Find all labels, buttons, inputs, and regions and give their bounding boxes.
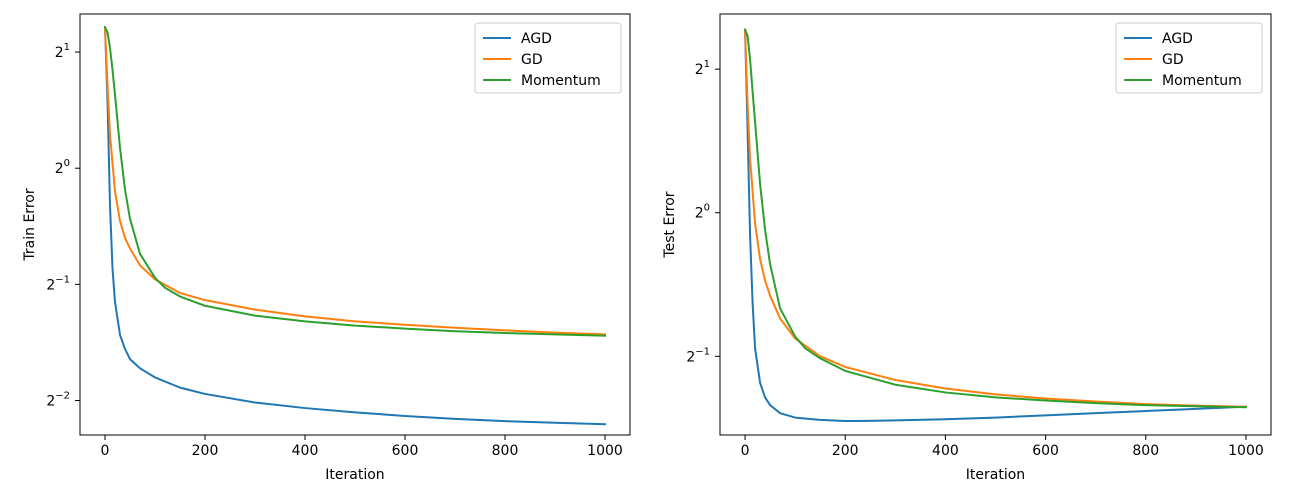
plot-frame <box>79 13 631 436</box>
y-tick-exponent: −1 <box>695 346 710 357</box>
legend-label: Momentum <box>521 73 601 89</box>
y-tick-label: 2−1 <box>686 346 710 365</box>
x-tick-label: 400 <box>292 443 319 459</box>
x-tick-label: 800 <box>492 443 519 459</box>
series-line-agd <box>103 26 607 426</box>
y-tick-label: 2−1 <box>46 274 70 293</box>
y-tick-label: 21 <box>695 59 710 78</box>
x-tick-label: 200 <box>192 443 219 459</box>
legend-box <box>474 22 622 94</box>
series-line-momentum <box>743 28 1247 409</box>
y-tick-label: 2−2 <box>46 391 70 410</box>
x-axis-label: Iteration <box>966 467 1025 483</box>
legend-label: AGD <box>1162 31 1193 47</box>
x-tick-label: 600 <box>1032 443 1059 459</box>
x-tick-label: 400 <box>932 443 959 459</box>
y-tick-base: 2 <box>46 394 55 410</box>
series-line-agd <box>744 28 1247 422</box>
y-axis-label: Train Error <box>22 188 38 261</box>
legend-label: Momentum <box>1162 73 1242 89</box>
y-tick-base: 2 <box>686 349 695 365</box>
y-tick-base: 2 <box>695 62 704 78</box>
x-tick-label: 0 <box>741 443 750 459</box>
y-tick-exponent: −1 <box>55 274 70 285</box>
y-tick-label: 20 <box>55 158 70 177</box>
series-line-momentum <box>103 25 607 337</box>
series-line-gd <box>103 26 607 336</box>
y-tick-exponent: 1 <box>64 42 70 53</box>
x-tick-label: 0 <box>101 443 110 459</box>
train-error-chart: 0 200 400 600 800 100021202−12−2IterationTrai… <box>22 13 631 483</box>
y-tick-label: 20 <box>695 203 710 222</box>
x-tick-label: 1000 <box>1228 443 1264 459</box>
x-tick-label: 800 <box>1132 443 1159 459</box>
y-tick-exponent: 1 <box>704 59 710 70</box>
x-tick-label: 600 <box>392 443 419 459</box>
legend-label: GD <box>521 52 543 68</box>
y-tick-base: 2 <box>55 161 64 177</box>
plot-frame <box>719 13 1272 436</box>
y-tick-exponent: 0 <box>64 158 70 169</box>
legend-label: GD <box>1162 52 1184 68</box>
series-line-gd <box>744 28 1247 408</box>
y-tick-base: 2 <box>695 206 704 222</box>
x-axis-label: Iteration <box>325 467 384 483</box>
y-tick-base: 2 <box>46 277 55 293</box>
x-tick-label: 200 <box>832 443 859 459</box>
legend-label: AGD <box>521 31 552 47</box>
x-tick-label: 1000 <box>587 443 623 459</box>
y-axis-label: Test Error <box>662 191 678 258</box>
y-tick-exponent: 0 <box>704 203 710 214</box>
legend-box <box>1115 22 1263 94</box>
y-tick-base: 2 <box>55 45 64 61</box>
y-tick-exponent: −2 <box>55 391 70 402</box>
y-tick-label: 21 <box>55 42 70 61</box>
